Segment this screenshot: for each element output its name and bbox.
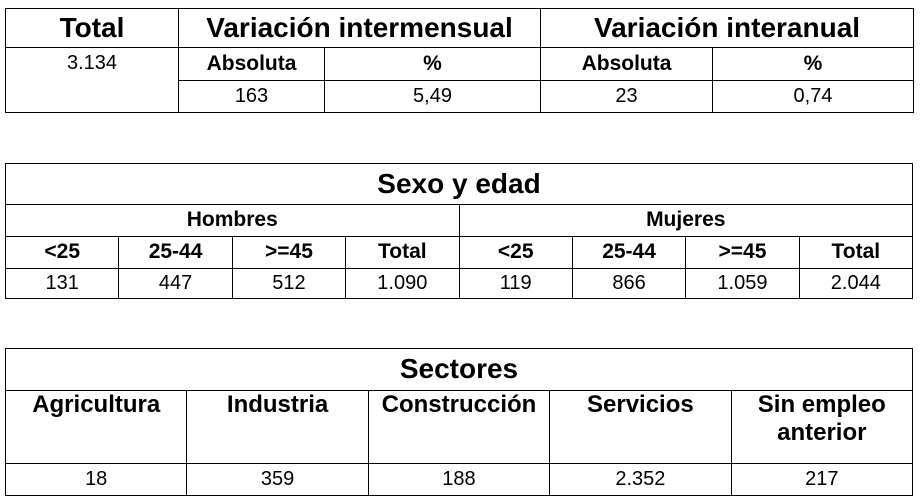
value-cell: 512 bbox=[231, 268, 347, 299]
subheader-cell: % bbox=[323, 47, 542, 81]
value-cell: 2.352 bbox=[549, 463, 732, 496]
value-cell: 119 bbox=[458, 268, 573, 299]
header-cell: Total bbox=[5, 8, 179, 48]
value-cell: 23 bbox=[540, 80, 714, 113]
value-cell: 359 bbox=[186, 463, 369, 496]
column-header: 25-44 bbox=[118, 236, 233, 269]
subheader-cell: % bbox=[712, 47, 915, 81]
column-header: >=45 bbox=[231, 236, 347, 269]
sex-age-table: Sexo y edad Hombres Mujeres <25 25-44 >=45… bbox=[4, 163, 914, 299]
value-cell: 217 bbox=[730, 463, 914, 496]
value-cell: 1.059 bbox=[685, 268, 800, 299]
column-header: Servicios bbox=[549, 390, 732, 464]
header-cell: Variación interanual bbox=[540, 8, 915, 48]
value-cell: 163 bbox=[178, 80, 325, 113]
sectors-table: Sectores Agricultura Industria Construcció… bbox=[4, 348, 914, 496]
value-cell: 2.044 bbox=[798, 268, 914, 299]
table-title: Sectores bbox=[5, 348, 913, 391]
column-header: Industria bbox=[186, 390, 369, 464]
group-cell: Hombres bbox=[5, 204, 460, 237]
column-header: >=45 bbox=[685, 236, 800, 269]
column-header: 25-44 bbox=[571, 236, 687, 269]
column-header: <25 bbox=[458, 236, 573, 269]
value-cell: 18 bbox=[4, 463, 188, 496]
column-header: Sin empleo anterior bbox=[730, 390, 914, 464]
group-cell: Mujeres bbox=[458, 204, 913, 237]
value-cell: 1.090 bbox=[345, 268, 460, 299]
value-cell: 131 bbox=[4, 268, 120, 299]
value-cell: 188 bbox=[367, 463, 551, 496]
column-header: Agricultura bbox=[4, 390, 188, 464]
column-header: Total bbox=[345, 236, 460, 269]
column-header: <25 bbox=[4, 236, 120, 269]
subheader-cell: Absoluta bbox=[178, 47, 325, 81]
summary-table: Total Variación intermensual Variación i… bbox=[5, 8, 915, 113]
value-cell: 5,49 bbox=[323, 80, 542, 113]
table-title: Sexo y edad bbox=[5, 163, 913, 205]
value-cell: 0,74 bbox=[712, 80, 915, 113]
column-header: Total bbox=[798, 236, 914, 269]
total-cell: 3.134 bbox=[5, 47, 179, 113]
header-cell: Variación intermensual bbox=[177, 8, 542, 48]
column-header: Construcción bbox=[367, 390, 551, 464]
subheader-cell: Absoluta bbox=[540, 47, 714, 81]
value-cell: 447 bbox=[118, 268, 233, 299]
value-cell: 866 bbox=[571, 268, 687, 299]
